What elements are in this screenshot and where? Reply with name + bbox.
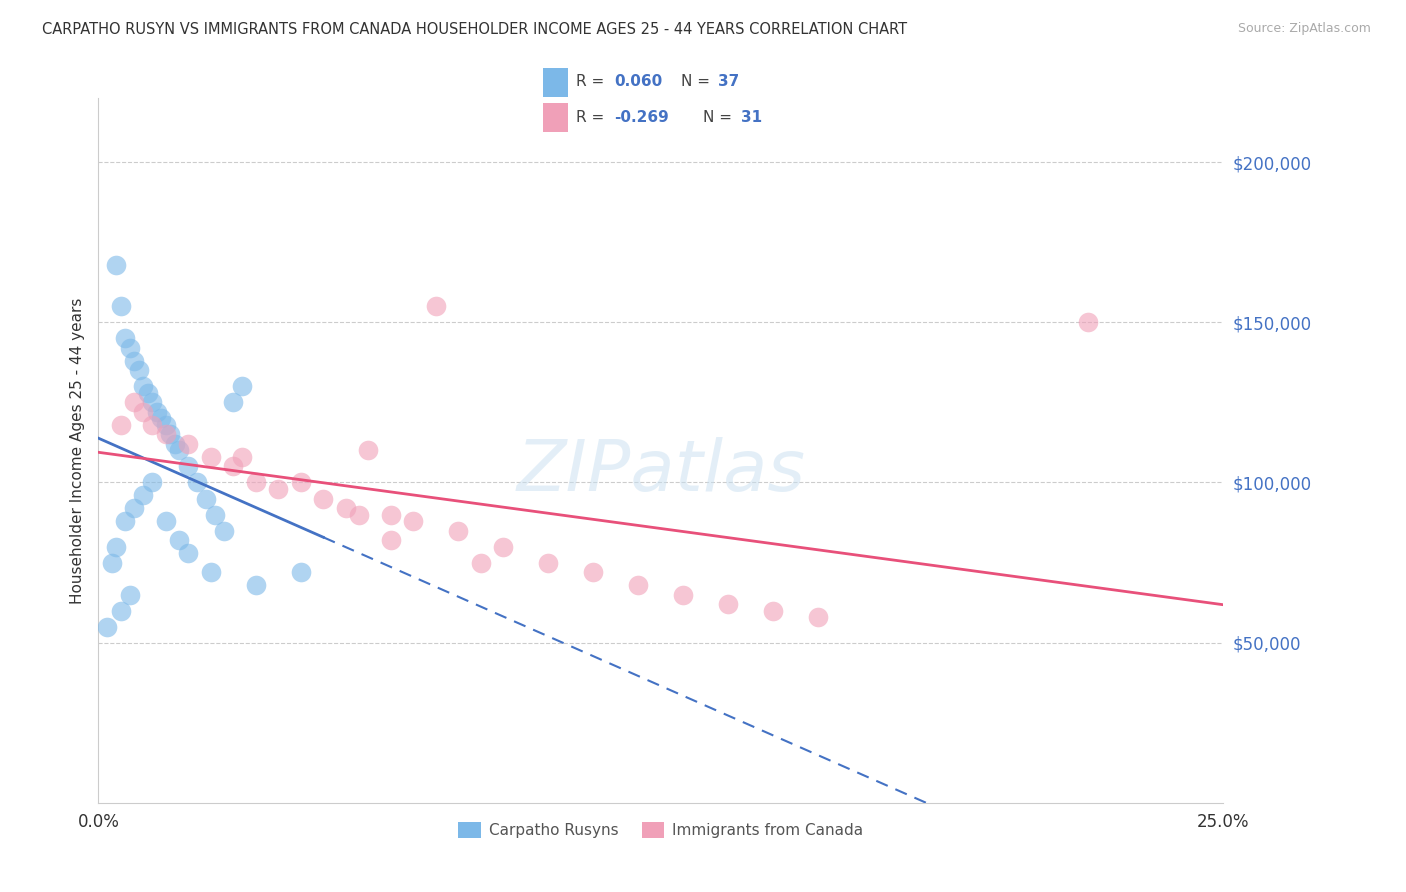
Point	[163, 437, 186, 451]
Point	[114, 514, 136, 528]
Y-axis label: Householder Income Ages 25 - 44 years: Householder Income Ages 25 - 44 years	[69, 297, 84, 604]
Text: R =: R =	[576, 110, 610, 125]
Point	[110, 417, 132, 432]
Point	[141, 417, 163, 432]
Point	[470, 556, 492, 570]
Point	[231, 450, 253, 464]
FancyBboxPatch shape	[543, 103, 568, 132]
Point	[1077, 315, 1099, 329]
Point	[349, 508, 371, 522]
Point	[357, 443, 380, 458]
Text: N =: N =	[681, 74, 714, 89]
Point	[582, 565, 605, 579]
Point	[200, 565, 222, 579]
Point	[312, 491, 335, 506]
Point	[177, 459, 200, 474]
Point	[150, 411, 173, 425]
Point	[105, 540, 128, 554]
FancyBboxPatch shape	[543, 68, 568, 96]
Text: 31: 31	[741, 110, 762, 125]
Point	[114, 331, 136, 345]
Text: R =: R =	[576, 74, 610, 89]
Point	[136, 385, 159, 400]
Point	[537, 556, 560, 570]
Point	[128, 363, 150, 377]
Point	[118, 341, 141, 355]
Point	[132, 488, 155, 502]
Point	[222, 395, 245, 409]
Point	[118, 588, 141, 602]
Point	[146, 405, 169, 419]
Legend: Carpatho Rusyns, Immigrants from Canada: Carpatho Rusyns, Immigrants from Canada	[453, 816, 869, 845]
Point	[195, 491, 218, 506]
Point	[186, 475, 208, 490]
Point	[110, 604, 132, 618]
Point	[672, 588, 695, 602]
Point	[762, 604, 785, 618]
Point	[177, 437, 200, 451]
Point	[380, 533, 402, 548]
Point	[200, 450, 222, 464]
Point	[177, 546, 200, 560]
Point	[141, 475, 163, 490]
Point	[110, 299, 132, 313]
Point	[380, 508, 402, 522]
Point	[402, 514, 425, 528]
Text: 37: 37	[718, 74, 740, 89]
Point	[717, 597, 740, 611]
Text: Source: ZipAtlas.com: Source: ZipAtlas.com	[1237, 22, 1371, 36]
Point	[492, 540, 515, 554]
Point	[96, 619, 118, 633]
Point	[447, 524, 470, 538]
Point	[132, 379, 155, 393]
Point	[290, 475, 312, 490]
Text: CARPATHO RUSYN VS IMMIGRANTS FROM CANADA HOUSEHOLDER INCOME AGES 25 - 44 YEARS C: CARPATHO RUSYN VS IMMIGRANTS FROM CANADA…	[42, 22, 907, 37]
Point	[267, 482, 290, 496]
Point	[245, 475, 267, 490]
Point	[101, 556, 124, 570]
Point	[204, 508, 226, 522]
Point	[124, 501, 146, 516]
Text: -0.269: -0.269	[614, 110, 669, 125]
Point	[124, 353, 146, 368]
Point	[159, 427, 181, 442]
Text: 0.060: 0.060	[614, 74, 662, 89]
Point	[155, 417, 177, 432]
Point	[222, 459, 245, 474]
Point	[132, 405, 155, 419]
Point	[169, 443, 191, 458]
Point	[335, 501, 357, 516]
Point	[231, 379, 253, 393]
Point	[141, 395, 163, 409]
Point	[214, 524, 236, 538]
Point	[155, 427, 177, 442]
Point	[807, 610, 830, 624]
Point	[169, 533, 191, 548]
Point	[425, 299, 447, 313]
Point	[627, 578, 650, 592]
Point	[124, 395, 146, 409]
Point	[290, 565, 312, 579]
Text: N =: N =	[703, 110, 737, 125]
Point	[245, 578, 267, 592]
Point	[105, 258, 128, 272]
Point	[155, 514, 177, 528]
Text: ZIPatlas: ZIPatlas	[516, 437, 806, 506]
